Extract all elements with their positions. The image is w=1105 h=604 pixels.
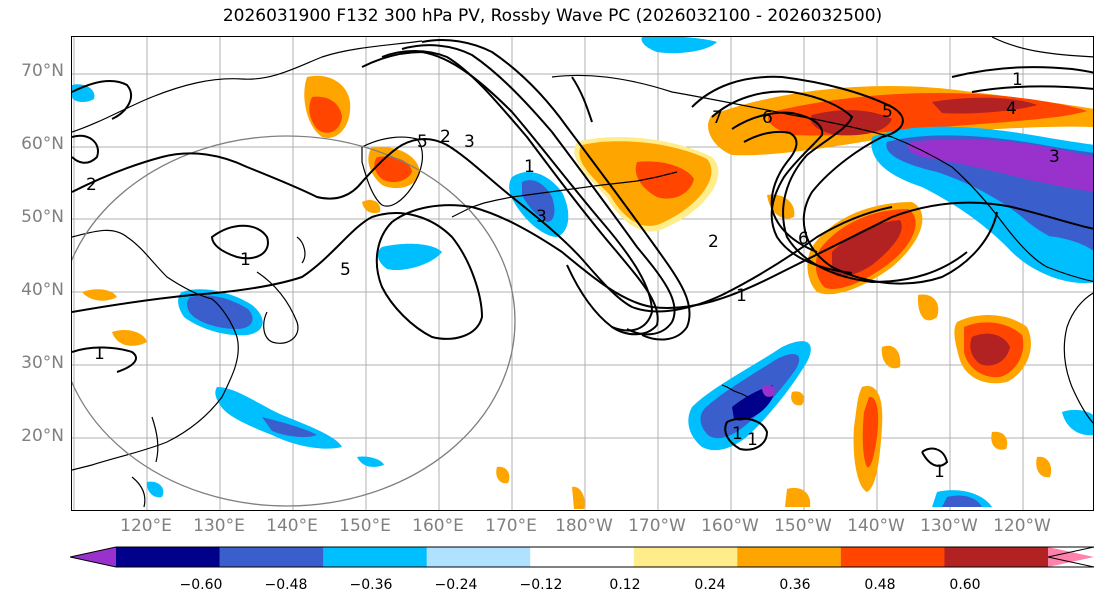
lat-label: 30°N	[21, 353, 64, 373]
colorbar-segment	[633, 547, 738, 567]
contour-label: 2	[86, 175, 97, 195]
coastline-aleutians	[451, 171, 678, 218]
contour-label: 1	[747, 430, 758, 450]
colorbar-tick-label: −0.24	[434, 577, 478, 593]
colorbar	[70, 546, 1095, 568]
lon-label: 120°W	[993, 516, 1051, 536]
colorbar-tick-label: 0.48	[864, 577, 896, 593]
colorbar-tick-label: 0.12	[609, 577, 641, 593]
contour-label: 1	[736, 286, 747, 306]
contour-label: 5	[882, 102, 893, 122]
lon-label: 150°W	[774, 516, 832, 536]
map-panel: 1 1 1 1 1 1 1 2 2 3 3 4 5 5 5 6 6 7 1 2 …	[71, 36, 1094, 511]
lon-label: 170°E	[485, 516, 537, 536]
contour-label: 5	[340, 260, 351, 280]
contour-label: 2	[440, 127, 451, 147]
contour-label: 1	[1012, 70, 1023, 90]
lon-label: 120°E	[120, 516, 172, 536]
coastlines	[72, 37, 1093, 508]
contour-label: 6	[762, 108, 773, 128]
lat-label: 70°N	[21, 61, 64, 81]
colorbar-segment	[323, 547, 428, 567]
colorbar-tick-label: 0.36	[779, 577, 811, 593]
coastline-alaska	[551, 74, 1093, 283]
lat-label: 60°N	[21, 134, 64, 154]
contour-labels: 1 1 1 1 1 1 1 2 2 3 3 4 5 5 5 6 6 7 1 2 …	[86, 70, 1060, 482]
colorbar-segment	[426, 547, 531, 567]
coastline-north-america	[1063, 292, 1093, 424]
lon-label: 140°E	[266, 516, 318, 536]
chart-title: 2026031900 F132 300 hPa PV, Rossby Wave …	[222, 6, 883, 26]
contour-label: 1	[934, 462, 945, 482]
colorbar-segment	[530, 547, 635, 567]
map-canvas: 1 1 1 1 1 1 1 2 2 3 3 4 5 5 5 6 6 7 1 2 …	[72, 37, 1093, 510]
contour-label: 4	[1006, 99, 1017, 119]
pv-anomaly-shading	[72, 37, 1093, 509]
colorbar-extend-low	[70, 547, 116, 567]
contour-label: 1	[94, 344, 105, 364]
lon-label: 130°W	[920, 516, 978, 536]
colorbar-tick-label: −0.12	[519, 577, 563, 593]
influence-circle	[72, 135, 516, 507]
contour-label: 6	[798, 229, 809, 249]
lon-label: 170°W	[628, 516, 686, 536]
lon-label: 160°E	[412, 516, 464, 536]
lat-label: 40°N	[21, 280, 64, 300]
colorbar-segments	[70, 547, 1094, 567]
colorbar-segment	[737, 547, 842, 567]
colorbar-tick-label: 0.24	[694, 577, 726, 593]
colorbar-tick-label: 0.60	[949, 577, 981, 593]
contour-label: 1	[240, 250, 251, 270]
coastline-japan	[256, 236, 306, 344]
contour-label: 3	[536, 207, 547, 227]
colorbar-segment	[116, 547, 221, 567]
colorbar-tick-label: −0.48	[264, 577, 308, 593]
lon-label: 130°E	[193, 516, 245, 536]
lat-label: 50°N	[21, 207, 64, 227]
lon-label: 140°W	[847, 516, 905, 536]
coastline-hawaii	[721, 384, 749, 398]
lon-label: 160°W	[701, 516, 759, 536]
contour-label: 3	[464, 132, 475, 152]
contour-label: 7	[712, 108, 723, 128]
contour-label: 5	[417, 132, 428, 152]
colorbar-segment	[944, 547, 1049, 567]
coastline-kamchatka	[361, 136, 424, 207]
contour-label: 1	[732, 424, 743, 444]
colorbar-segment	[840, 547, 945, 567]
lat-label: 20°N	[21, 426, 64, 446]
colorbar-tick-label: −0.60	[179, 577, 223, 593]
lon-label: 180°W	[555, 516, 613, 536]
coastline-asia	[72, 40, 423, 471]
lon-label: 150°E	[339, 516, 391, 536]
colorbar-outline	[70, 546, 1095, 568]
colorbar-segment	[219, 547, 324, 567]
colorbar-tick-label: −0.36	[349, 577, 393, 593]
contour-label: 1	[524, 157, 535, 177]
contour-label: 3	[1049, 147, 1060, 167]
colorbar-extend-high	[1048, 547, 1094, 567]
contour-label: 2	[708, 232, 719, 252]
rossby-wave-contours	[72, 39, 1093, 467]
